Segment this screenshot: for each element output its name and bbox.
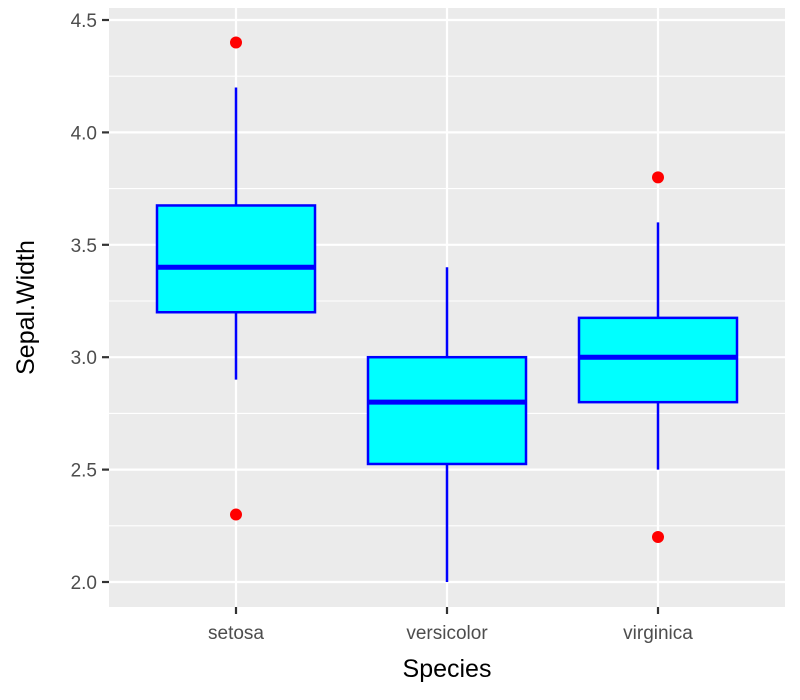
- y-tick-label: 4.0: [71, 123, 97, 144]
- iqr-box: [366, 355, 528, 466]
- outlier-point: [230, 508, 242, 521]
- outlier-point: [652, 531, 664, 544]
- x-tick-label: versicolor: [406, 623, 488, 644]
- x-tick-label: virginica: [623, 623, 693, 644]
- axes: 2.0 2.5 3.0 3.5 4.0 4.5 setosa versicolor virgin…: [71, 11, 694, 644]
- outlier-point: [652, 171, 664, 184]
- box-versicolor: [366, 267, 528, 582]
- outlier-point: [230, 36, 242, 49]
- y-tick-label: 2.0: [71, 573, 97, 594]
- boxes: [155, 36, 739, 582]
- iqr-box: [155, 204, 317, 314]
- y-tick-label: 4.5: [71, 11, 97, 32]
- y-tick-label: 3.5: [71, 236, 97, 257]
- y-tick-label: 3.0: [71, 348, 97, 369]
- y-tick-label: 2.5: [71, 461, 97, 482]
- box-virginica: [577, 171, 739, 544]
- y-axis-title: Sepal.Width: [12, 240, 40, 375]
- iqr-box: [577, 316, 739, 404]
- x-axis-title: Species: [403, 655, 492, 683]
- x-tick-label: setosa: [208, 623, 264, 644]
- box-setosa: [155, 36, 317, 521]
